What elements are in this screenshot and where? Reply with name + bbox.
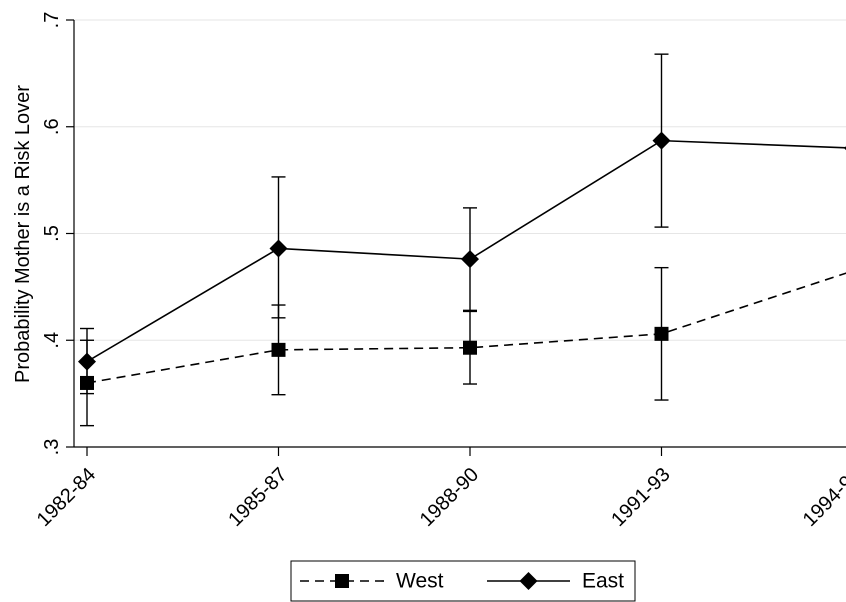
- data-point: [463, 340, 477, 355]
- legend-item-east: East: [487, 570, 624, 593]
- legend-label: West: [396, 570, 444, 593]
- x-ticks: 1982-84 1985-87 1988-90 1991-93 1994-96: [33, 447, 846, 531]
- legend-items: West East: [300, 570, 624, 593]
- y-axis-label: Probability Mother is a Risk Lover: [12, 85, 34, 383]
- y-tick-label: .3: [41, 439, 63, 456]
- x-tick-label: 1994-96: [799, 464, 846, 531]
- x-tick-label: 1985-87: [224, 464, 291, 531]
- legend-marker: [335, 574, 349, 588]
- x-tick-label: 1982-84: [33, 464, 100, 531]
- legend: West East: [290, 560, 636, 602]
- series-west: [80, 266, 846, 427]
- legend-item-west: West: [300, 570, 444, 593]
- y-tick-label: .4: [41, 332, 63, 349]
- legend-marker: [519, 572, 538, 590]
- grid-lines: [74, 19, 846, 448]
- series-line: [86, 272, 846, 384]
- y-tick-label: .5: [41, 225, 63, 242]
- y-tick-label: .7: [41, 12, 63, 29]
- series-east: [78, 53, 846, 395]
- data-point: [271, 342, 286, 357]
- legend-label: East: [582, 570, 624, 593]
- data-point: [461, 250, 479, 269]
- series-layer: [78, 53, 846, 427]
- x-tick-label: 1991-93: [607, 464, 674, 531]
- y-tick-label: .6: [41, 118, 63, 135]
- y-ticks: .3 .4 .5 .6 .7: [41, 12, 74, 456]
- series-line: [86, 139, 846, 363]
- x-tick-label: 1988-90: [416, 464, 483, 531]
- data-point: [78, 352, 96, 371]
- data-point: [269, 239, 288, 258]
- data-point: [652, 131, 671, 150]
- data-point: [654, 326, 669, 341]
